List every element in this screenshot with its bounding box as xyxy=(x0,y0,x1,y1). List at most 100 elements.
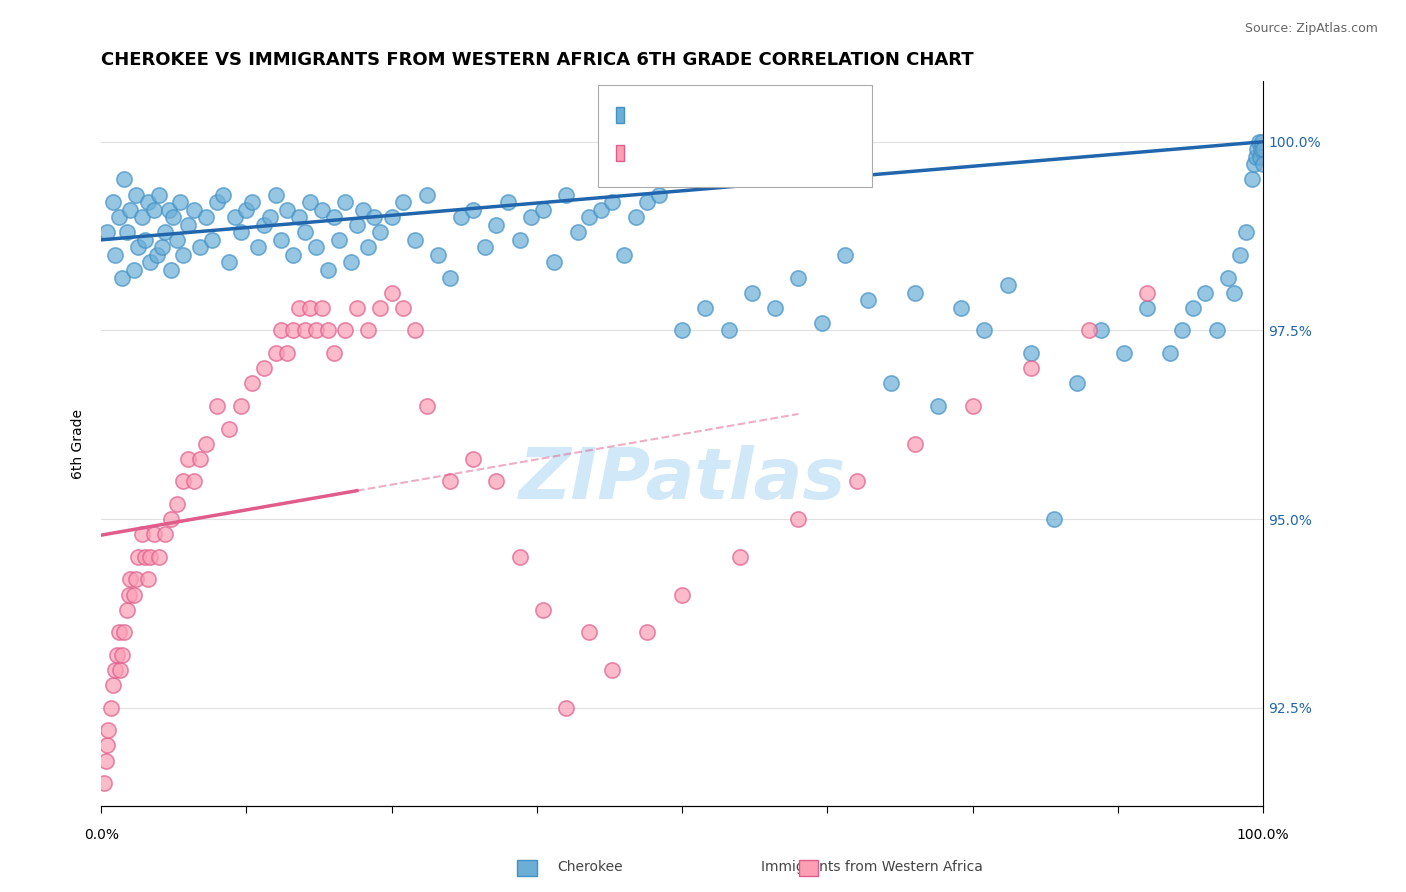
Point xyxy=(131,527,153,541)
Point xyxy=(763,301,786,315)
Point xyxy=(101,678,124,692)
Point xyxy=(96,225,118,239)
Y-axis label: 6th Grade: 6th Grade xyxy=(72,409,86,479)
Point xyxy=(461,202,484,217)
Point xyxy=(671,323,693,337)
Point xyxy=(1182,301,1205,315)
Point xyxy=(150,240,173,254)
Point xyxy=(115,225,138,239)
Point xyxy=(136,573,159,587)
Point xyxy=(322,210,344,224)
Point xyxy=(107,210,129,224)
Point xyxy=(169,195,191,210)
Point xyxy=(485,475,508,489)
Point xyxy=(294,225,316,239)
Point xyxy=(509,549,531,564)
Point xyxy=(415,399,437,413)
Point xyxy=(259,210,281,224)
Point xyxy=(100,700,122,714)
Point xyxy=(520,210,543,224)
Point xyxy=(1251,157,1274,171)
Point xyxy=(188,451,211,466)
Point xyxy=(281,323,304,337)
Point xyxy=(346,301,368,315)
Point xyxy=(636,195,658,210)
Point xyxy=(352,202,374,217)
Point xyxy=(509,233,531,247)
Point xyxy=(1019,361,1042,376)
Point xyxy=(1090,323,1112,337)
Text: ZIPatlas: ZIPatlas xyxy=(519,445,846,515)
Point xyxy=(496,195,519,210)
Point xyxy=(543,255,565,269)
Point xyxy=(153,225,176,239)
Point xyxy=(146,248,169,262)
Point xyxy=(194,436,217,450)
Point xyxy=(555,700,578,714)
Point xyxy=(328,233,350,247)
Point xyxy=(962,399,984,413)
Point xyxy=(253,218,276,232)
Point xyxy=(1249,150,1271,164)
Point xyxy=(1194,285,1216,300)
Point xyxy=(1247,135,1270,149)
Point xyxy=(880,376,903,391)
Point xyxy=(142,202,165,217)
Point xyxy=(845,475,868,489)
Point xyxy=(856,293,879,308)
Point xyxy=(107,648,129,662)
Point xyxy=(162,210,184,224)
Point xyxy=(1223,285,1246,300)
Point xyxy=(1246,142,1268,156)
Point xyxy=(717,323,740,337)
Point xyxy=(357,323,380,337)
Text: Immigrants from Western Africa: Immigrants from Western Africa xyxy=(761,860,983,874)
Point xyxy=(322,346,344,360)
Text: CHEROKEE VS IMMIGRANTS FROM WESTERN AFRICA 6TH GRADE CORRELATION CHART: CHEROKEE VS IMMIGRANTS FROM WESTERN AFRI… xyxy=(101,51,974,69)
Point xyxy=(127,549,149,564)
Point xyxy=(461,451,484,466)
Point xyxy=(139,255,162,269)
Text: Source: ZipAtlas.com: Source: ZipAtlas.com xyxy=(1244,22,1378,36)
Point xyxy=(166,233,188,247)
Point xyxy=(1229,248,1251,262)
Point xyxy=(276,346,298,360)
Point xyxy=(363,210,385,224)
Point xyxy=(810,316,832,330)
Point xyxy=(172,248,194,262)
Point xyxy=(787,512,810,526)
Point xyxy=(671,588,693,602)
Point xyxy=(613,248,636,262)
Point xyxy=(381,210,404,224)
Point xyxy=(120,202,142,217)
Text: R = 0.268   N =  74: R = 0.268 N = 74 xyxy=(628,145,804,163)
Point xyxy=(1205,323,1227,337)
Text: 100.0%: 100.0% xyxy=(1237,829,1289,843)
Point xyxy=(294,323,316,337)
Point xyxy=(270,233,292,247)
Point xyxy=(104,248,127,262)
Point xyxy=(904,436,927,450)
Point xyxy=(1251,142,1274,156)
Point xyxy=(299,195,322,210)
Point xyxy=(578,210,600,224)
Point xyxy=(287,210,309,224)
Point xyxy=(207,399,229,413)
Point xyxy=(125,187,148,202)
Text: 0.0%: 0.0% xyxy=(84,829,118,843)
Point xyxy=(316,263,339,277)
Point xyxy=(531,202,554,217)
Point xyxy=(160,263,183,277)
Point xyxy=(218,421,240,435)
Point xyxy=(134,549,156,564)
Point xyxy=(1077,323,1099,337)
Point xyxy=(114,172,136,186)
Point xyxy=(602,195,624,210)
Point xyxy=(111,648,134,662)
Point xyxy=(139,549,162,564)
Point xyxy=(94,754,117,768)
Point xyxy=(357,240,380,254)
Point xyxy=(404,233,426,247)
Point xyxy=(904,285,927,300)
Point xyxy=(1136,301,1159,315)
